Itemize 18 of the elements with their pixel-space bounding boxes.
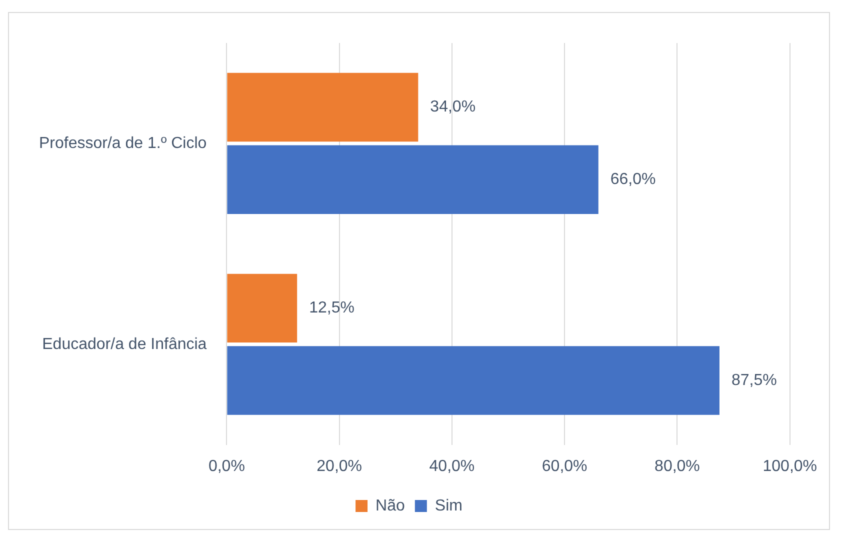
legend-label: Não — [376, 497, 405, 514]
y-tick-label: Professor/a de 1.º Ciclo — [38, 134, 207, 152]
x-tick-label: 0,0% — [208, 458, 245, 475]
legend-label: Sim — [434, 497, 462, 514]
y-tick-label: Educador/a de Infância — [42, 336, 207, 353]
bar — [227, 274, 298, 343]
x-tick-label: 100,0% — [762, 458, 817, 475]
data-label: 12,5% — [309, 300, 354, 317]
data-label: 34,0% — [430, 98, 476, 116]
x-tick-label: 60,0% — [542, 458, 588, 475]
data-label: 66,0% — [610, 171, 656, 188]
bar — [227, 346, 720, 415]
data-label: 87,5% — [731, 372, 777, 389]
bar — [227, 72, 418, 142]
x-tick-label: 40,0% — [429, 458, 475, 475]
bar — [227, 145, 598, 214]
x-tick-label: 20,0% — [316, 458, 362, 475]
x-tick-label: 80,0% — [654, 458, 700, 475]
